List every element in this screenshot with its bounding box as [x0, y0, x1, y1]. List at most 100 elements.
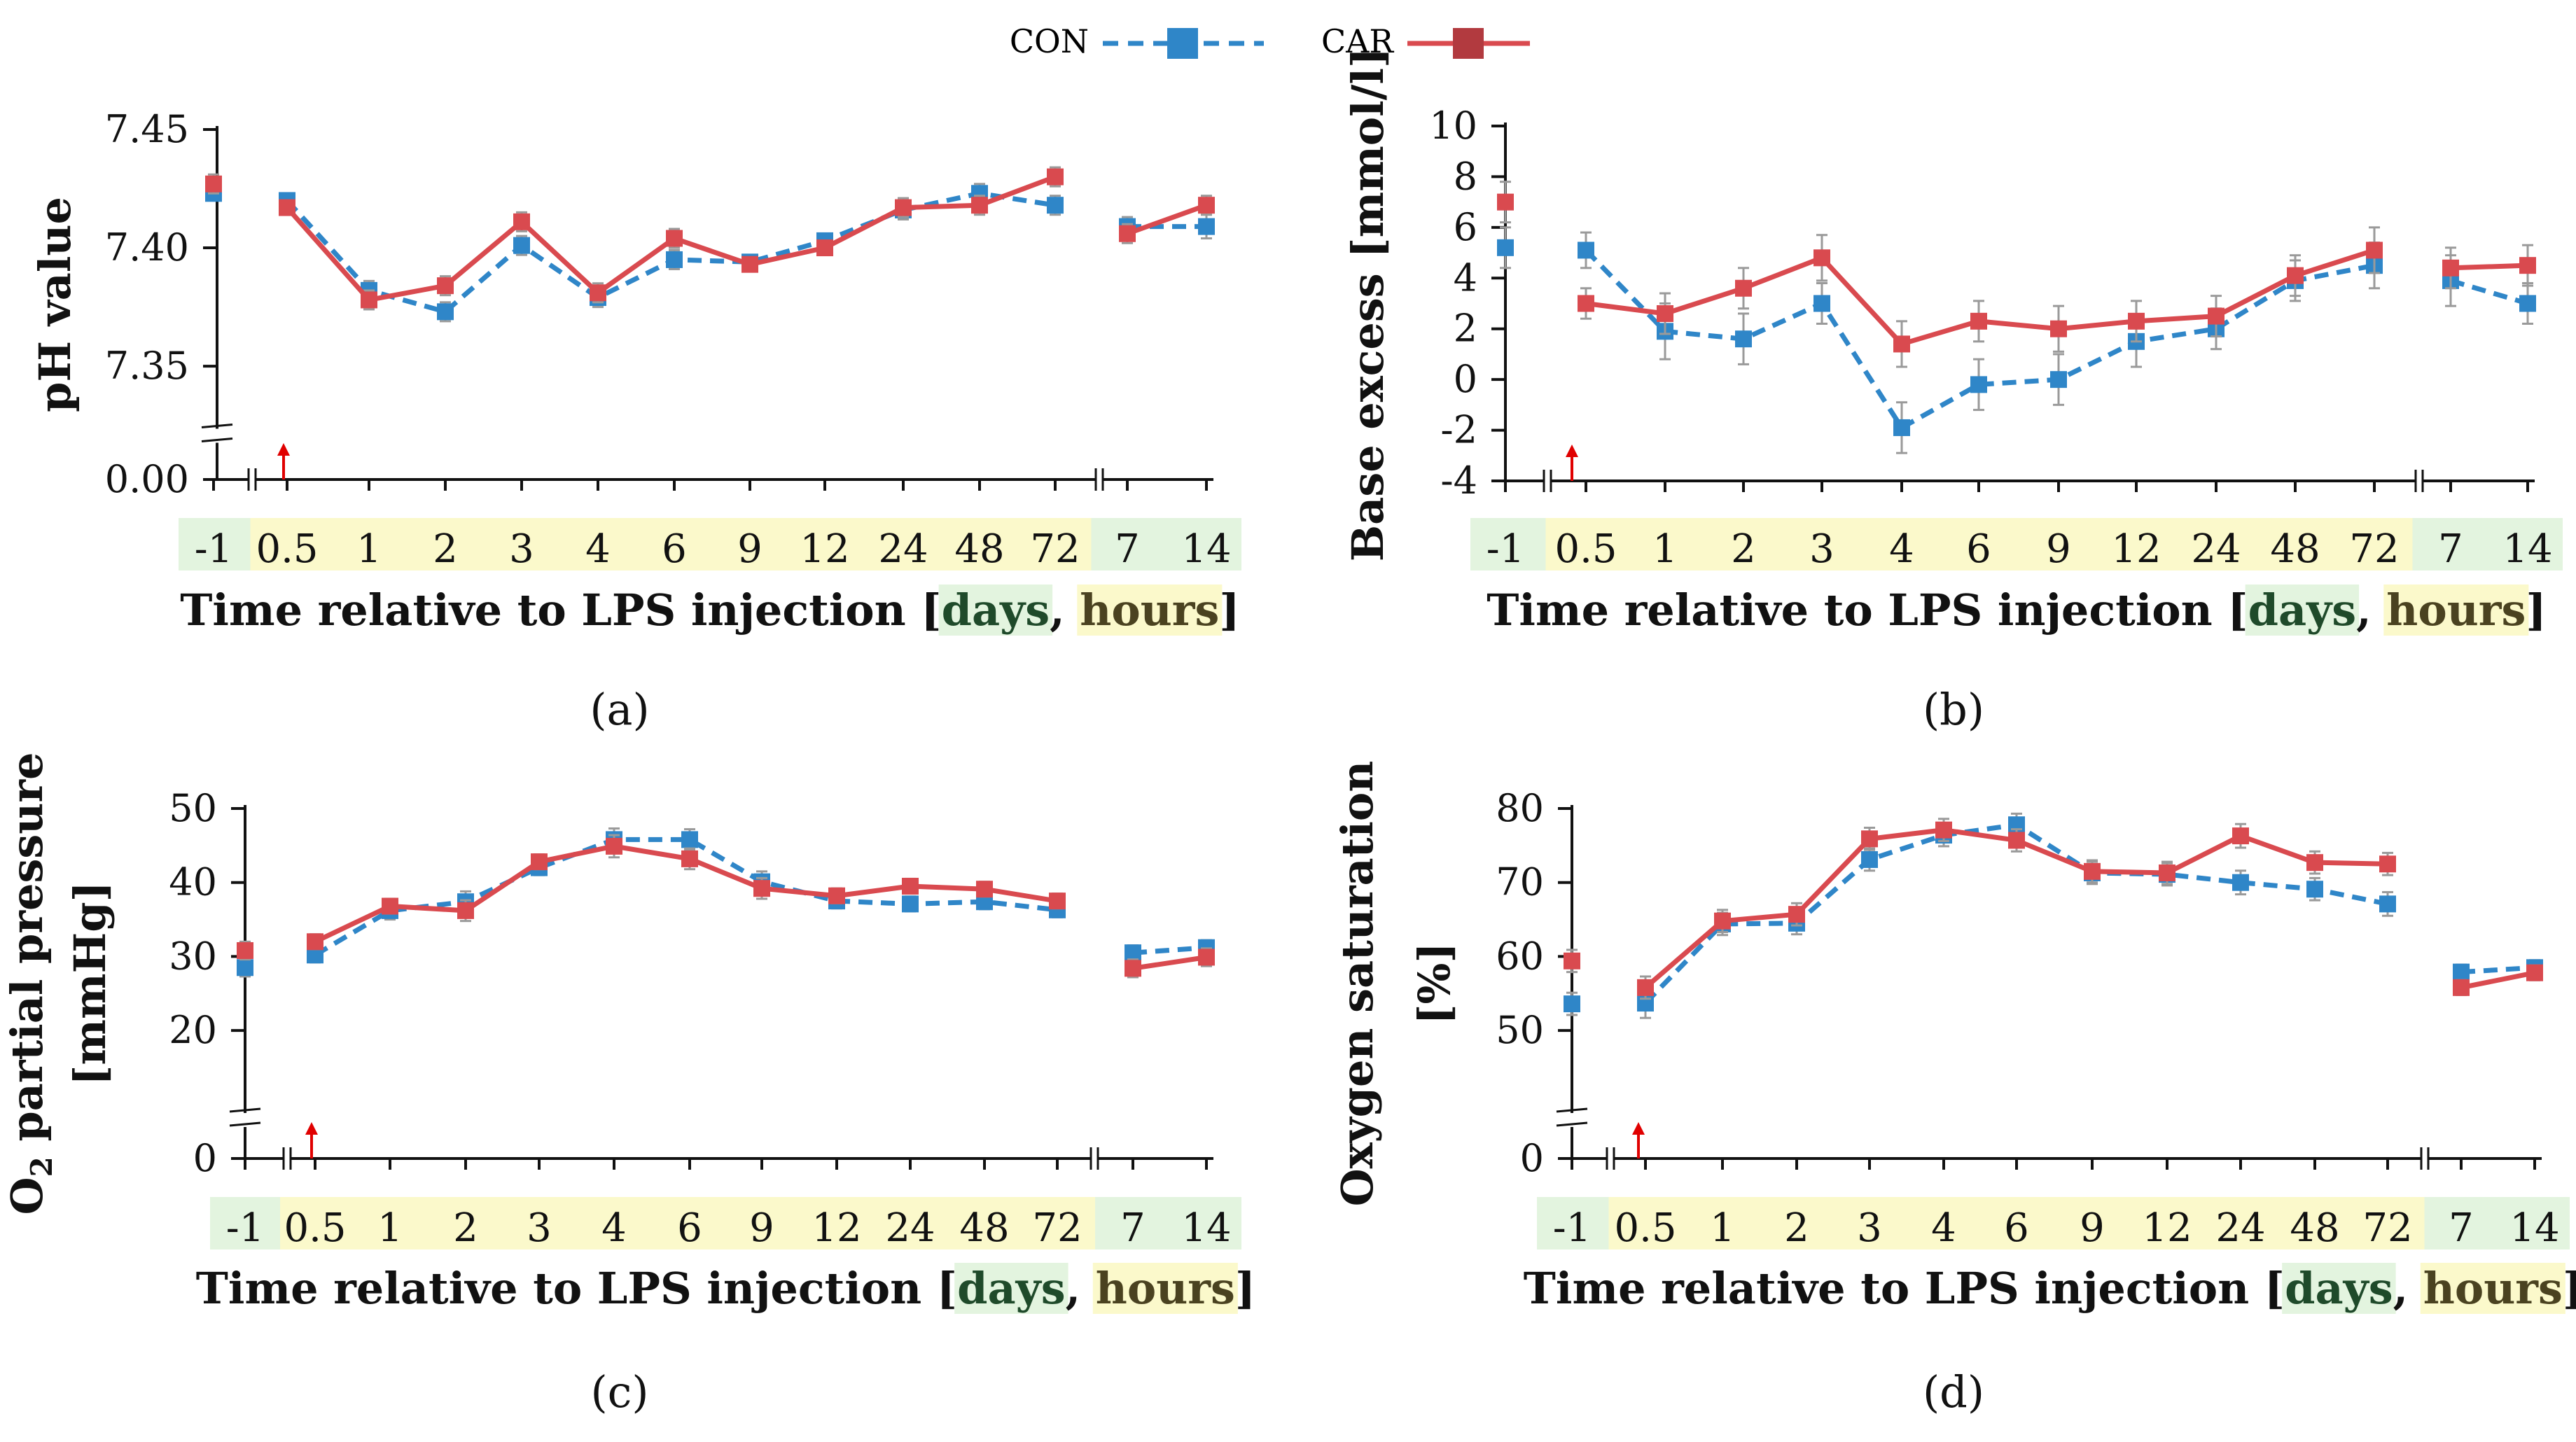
data-point-b-car-13 — [2519, 257, 2536, 274]
y-axis-title-unit-c: [mmHg] — [64, 881, 116, 1086]
y-tick-label-b-3: 2 — [1454, 307, 1477, 351]
data-point-a-car-12 — [1119, 225, 1136, 242]
category-band-a-6 — [636, 518, 712, 570]
y-tick-label-b-4: 4 — [1454, 255, 1477, 300]
data-point-a-car-3 — [437, 277, 454, 295]
y-tick-label-c-3: 50 — [169, 786, 217, 830]
y-axis-title-c: O2 partial pressure — [1, 752, 59, 1215]
x-axis-title-days-c: days — [957, 1263, 1065, 1314]
x-axis-title-sep-c: , — [1066, 1263, 1096, 1314]
legend-con-marker — [1167, 28, 1198, 59]
x-tick-label-a-9: 24 — [878, 526, 928, 572]
x-tick-label-b-10: 48 — [2270, 526, 2320, 572]
x-tick-label-d-7: 9 — [2080, 1205, 2105, 1251]
category-band-b-4 — [1783, 518, 1862, 570]
x-axis-title-prefix-b: Time relative to LPS injection [ — [1487, 584, 2248, 636]
category-band-c-9 — [873, 1197, 947, 1250]
x-axis-title-sep-d: , — [2393, 1263, 2423, 1314]
y-tick-label-d-3: 80 — [1496, 786, 1544, 830]
data-point-b-con-1 — [1578, 241, 1594, 259]
category-band-c-6 — [652, 1197, 726, 1250]
category-band-d-0 — [1537, 1197, 1609, 1250]
data-point-a-car-6 — [666, 230, 683, 247]
x-axis-title-hours-highlight-a — [1077, 584, 1223, 636]
data-point-b-car-4 — [1813, 249, 1830, 267]
data-point-a-car-7 — [742, 255, 758, 273]
data-point-c-car-9 — [902, 878, 919, 895]
data-point-b-car-6 — [1970, 312, 1987, 330]
data-point-a-con-11 — [1047, 197, 1064, 214]
data-point-b-con-4 — [1813, 295, 1830, 312]
category-band-a-13 — [1167, 518, 1241, 570]
x-axis-break-gap-a-1 — [1095, 470, 1103, 489]
data-point-b-con-6 — [1970, 376, 1987, 393]
data-point-d-car-4 — [1861, 830, 1878, 848]
category-band-b-12 — [2412, 518, 2489, 570]
data-point-c-car-0 — [237, 941, 253, 959]
x-tick-label-a-4: 3 — [509, 526, 534, 572]
x-axis-title-hours-highlight-b — [2383, 584, 2529, 636]
series-line-b-car-0 — [1585, 248, 2376, 346]
data-point-d-car-8 — [2159, 864, 2175, 881]
category-band-a-3 — [407, 518, 484, 570]
data-point-b-con-13 — [2519, 295, 2536, 312]
x-tick-label-b-8: 12 — [2111, 526, 2161, 572]
data-point-c-car-13 — [1198, 948, 1215, 966]
x-tick-label-c-2: 1 — [377, 1205, 403, 1251]
data-point-d-con-12 — [2453, 963, 2470, 981]
data-point-c-car-7 — [753, 880, 770, 897]
x-tick-label-a-8: 12 — [800, 526, 849, 572]
category-band-c-1 — [280, 1197, 353, 1250]
category-band-a-1 — [250, 518, 328, 570]
x-axis-title-prefix-c: Time relative to LPS injection [ — [196, 1263, 957, 1314]
data-point-d-con-9 — [2232, 874, 2249, 891]
y-axis-title-rest-c: partial pressure — [1, 752, 53, 1157]
x-tick-label-a-12: 7 — [1115, 526, 1140, 572]
series-line-a-car-1 — [1126, 202, 1208, 237]
category-band-c-5 — [576, 1197, 652, 1250]
category-band-b-11 — [2334, 518, 2413, 570]
data-point-d-car-5 — [1935, 821, 1952, 839]
x-tick-label-d-6: 6 — [2004, 1205, 2029, 1251]
series-line-c-car-1 — [1132, 955, 1207, 971]
x-tick-label-c-11: 72 — [1032, 1205, 1082, 1251]
category-band-c-10 — [947, 1197, 1021, 1250]
data-point-c-car-5 — [606, 837, 622, 855]
x-tick-label-a-0: -1 — [195, 526, 233, 572]
data-point-c-car-8 — [828, 887, 845, 904]
category-band-d-11 — [2351, 1197, 2425, 1250]
category-band-c-12 — [1095, 1197, 1170, 1250]
data-point-a-con-3 — [437, 303, 454, 321]
series-line-d-con-1 — [2460, 965, 2535, 975]
y-axis-break-mark-a-1 — [201, 424, 233, 428]
category-band-d-1 — [1608, 1197, 1684, 1250]
data-point-d-car-7 — [2084, 862, 2101, 880]
series-line-b-car-1 — [2450, 262, 2528, 271]
data-point-d-con-0 — [1564, 995, 1580, 1013]
data-point-c-con-6 — [681, 831, 698, 848]
x-axis-title-c: Time relative to LPS injection [days, ho… — [196, 1263, 1255, 1314]
x-tick-label-b-7: 9 — [2046, 526, 2071, 572]
x-axis-break-gap-c-1 — [1090, 1149, 1099, 1168]
x-axis-title-prefix-d: Time relative to LPS injection [ — [1524, 1263, 2285, 1314]
category-band-a-4 — [483, 518, 560, 570]
data-point-d-car-0 — [1564, 952, 1580, 969]
category-band-a-5 — [559, 518, 636, 570]
x-tick-label-a-6: 6 — [662, 526, 687, 572]
y-tick-label-a-2: 7.45 — [105, 107, 189, 151]
x-tick-label-c-8: 12 — [812, 1205, 861, 1251]
category-band-d-6 — [1980, 1197, 2054, 1250]
data-point-d-car-3 — [1788, 906, 1805, 923]
x-axis-title-hours-b: hours — [2386, 584, 2526, 636]
category-band-c-4 — [502, 1197, 577, 1250]
x-tick-label-a-11: 72 — [1030, 526, 1080, 572]
x-tick-label-a-10: 48 — [954, 526, 1004, 572]
x-axis-title-days-b: days — [2248, 584, 2356, 636]
series-line-b-con-1 — [2450, 278, 2528, 306]
x-axis-title-hours-d: hours — [2423, 1263, 2563, 1314]
y-axis-title-sub-c: 2 — [25, 1156, 59, 1177]
series-line-c-con-1 — [1132, 945, 1207, 955]
data-point-b-car-9 — [2208, 307, 2225, 325]
y-base-label-a: 0.00 — [105, 457, 189, 501]
